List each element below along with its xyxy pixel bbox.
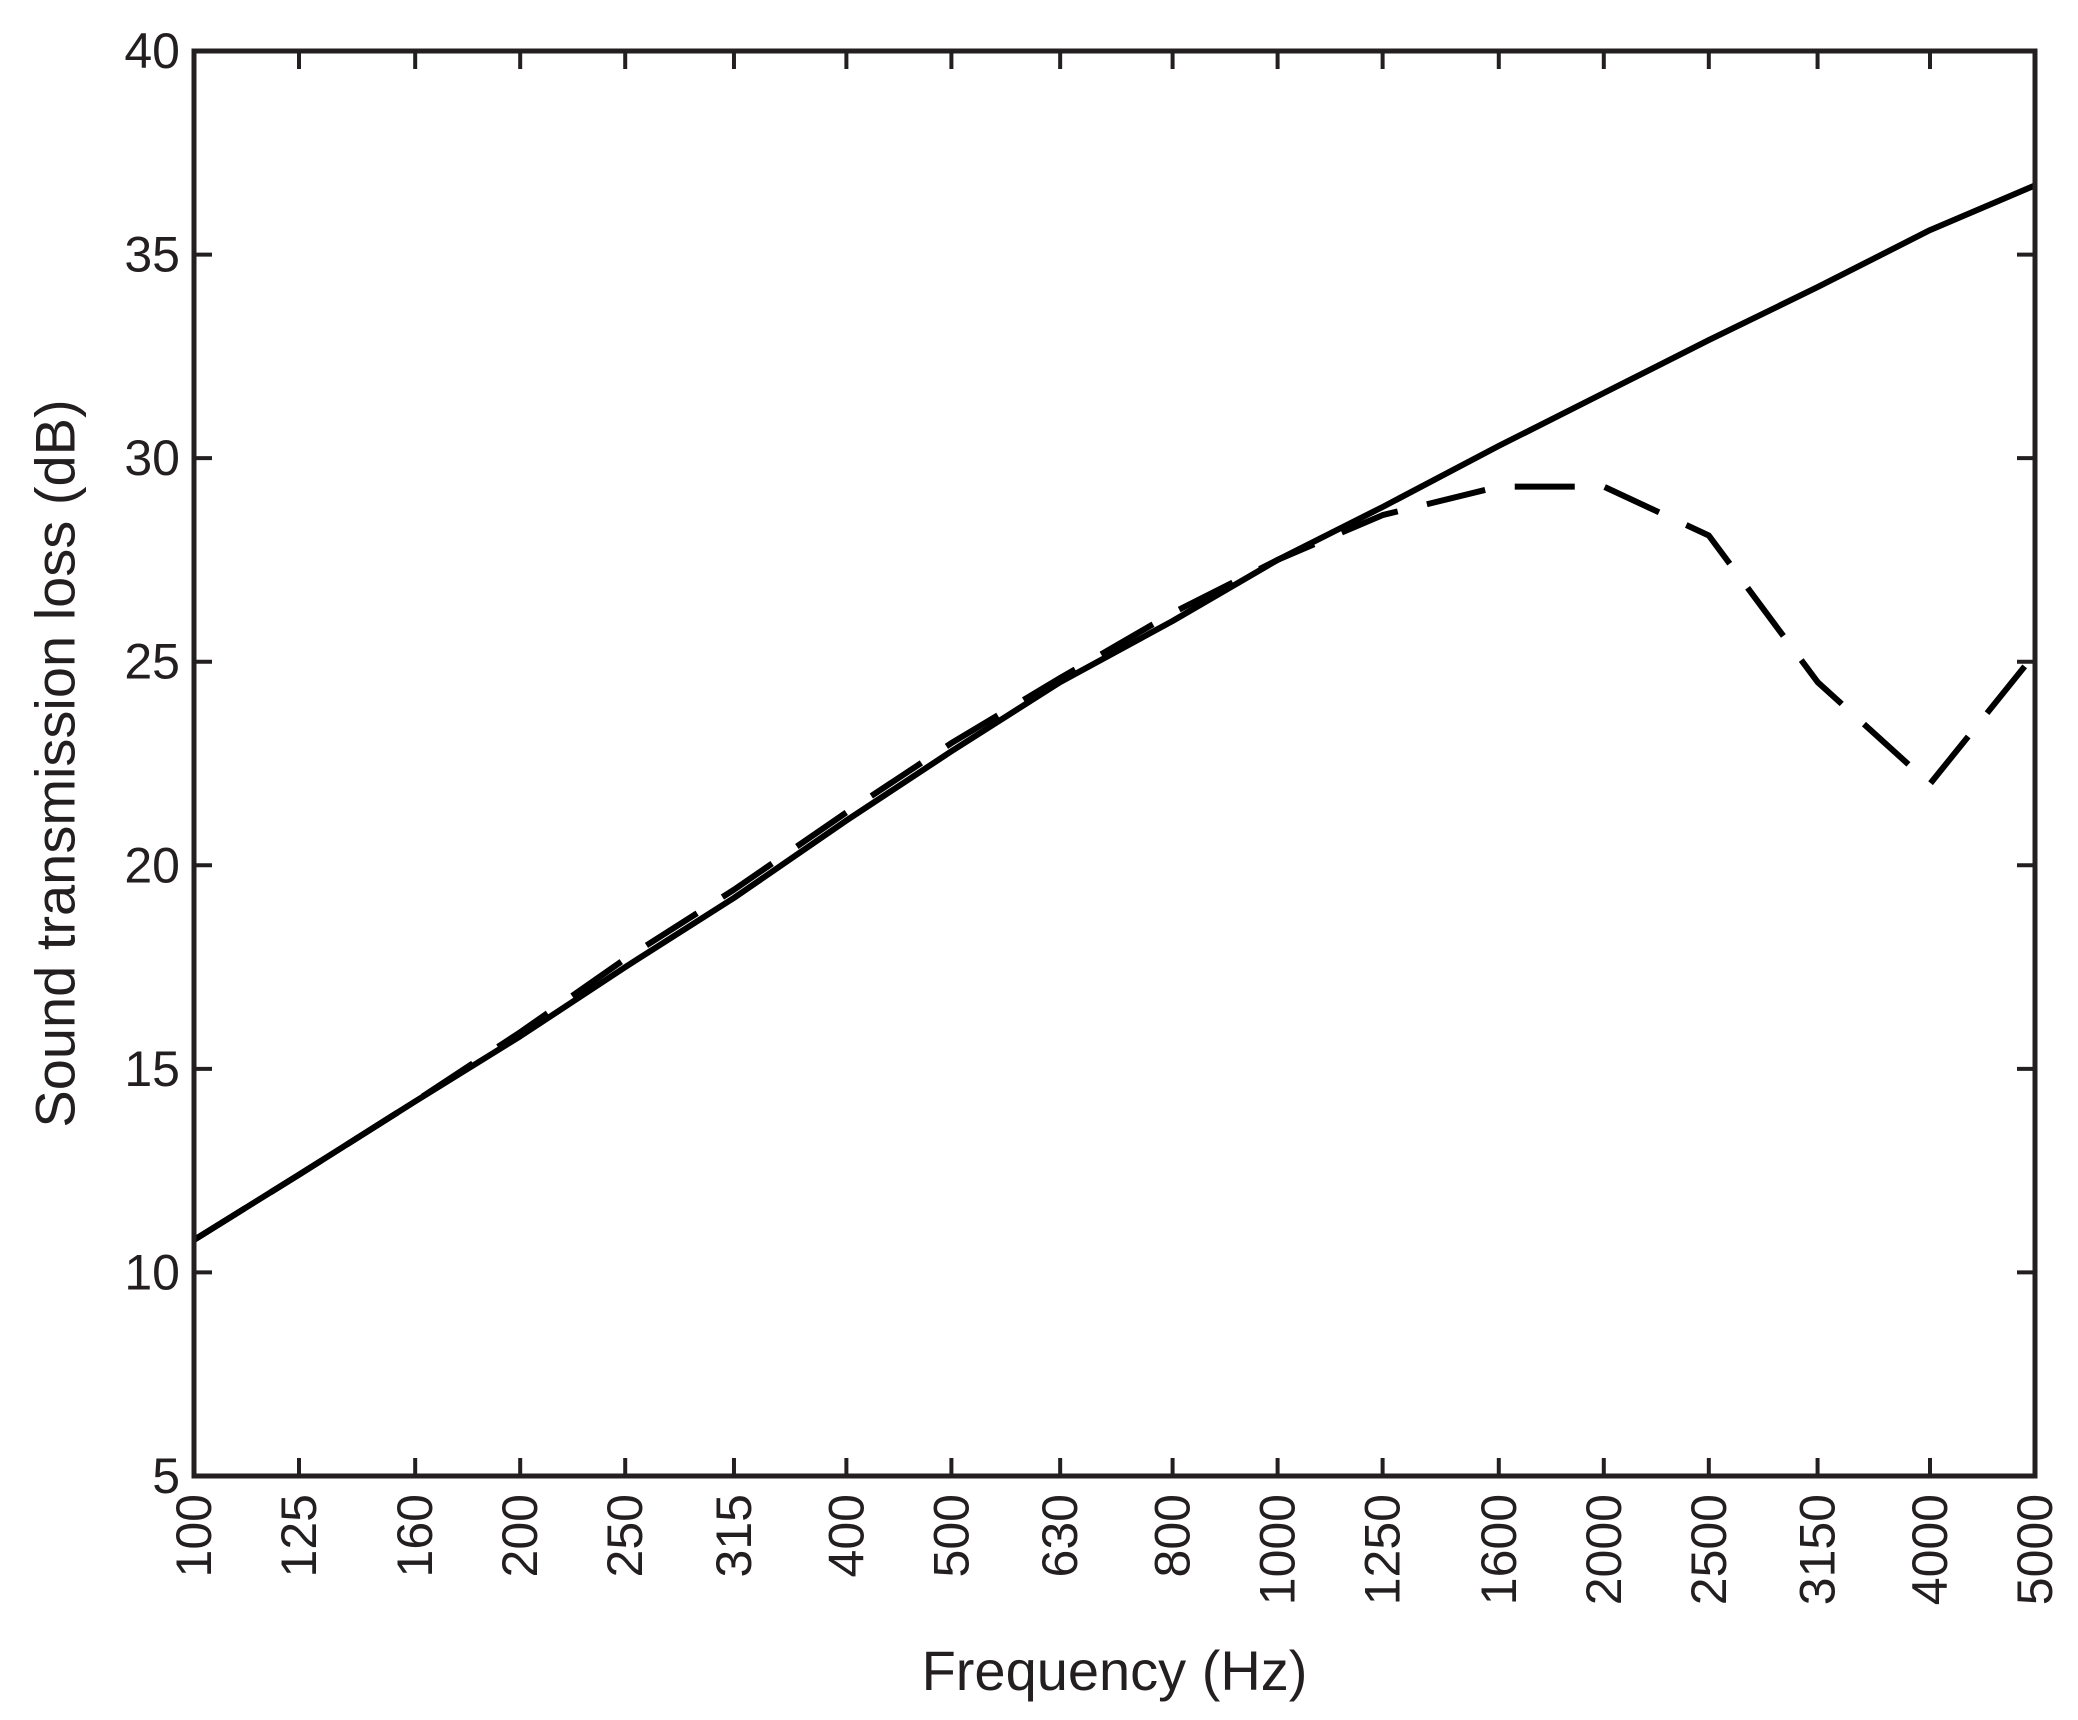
x-tick-label: 800 xyxy=(1145,1494,1201,1577)
y-tick-label: 10 xyxy=(124,1244,180,1300)
x-tick-label: 2000 xyxy=(1576,1494,1632,1605)
x-tick-label: 125 xyxy=(271,1494,327,1577)
x-tick-label: 250 xyxy=(597,1494,653,1577)
x-tick-label: 100 xyxy=(166,1494,222,1577)
x-tick-label: 3150 xyxy=(1790,1494,1846,1605)
y-tick-label: 35 xyxy=(124,227,180,283)
x-axis-title: Frequency (Hz) xyxy=(922,1639,1308,1702)
x-tick-label: 1250 xyxy=(1355,1494,1411,1605)
x-tick-label: 2500 xyxy=(1681,1494,1737,1605)
x-tick-label: 1600 xyxy=(1471,1494,1527,1605)
ticks-layer: 100 125 160 200 250 315 400 500 630 800 1000 1250 16… xyxy=(124,23,2063,1605)
y-axis-title: Sound transmission loss (dB) xyxy=(24,399,87,1127)
x-tick-label: 500 xyxy=(923,1494,979,1577)
x-tick-label: 400 xyxy=(818,1494,874,1577)
y-tick-label: 25 xyxy=(124,634,180,690)
plot-frame xyxy=(191,48,2038,1479)
series-line-1-solid xyxy=(192,182,2037,1243)
x-tick-label: 315 xyxy=(706,1494,762,1577)
y-tick-label: 20 xyxy=(124,837,180,893)
y-tick-label: 5 xyxy=(152,1448,180,1504)
y-tick-label: 30 xyxy=(124,430,180,486)
x-tick-label: 1000 xyxy=(1250,1494,1306,1605)
x-tick-label: 5000 xyxy=(2007,1494,2063,1605)
x-tick-label: 4000 xyxy=(1902,1494,1958,1605)
series-line-2-dashed xyxy=(192,483,2038,1243)
x-tick-label: 630 xyxy=(1032,1494,1088,1577)
x-tick-label: 200 xyxy=(492,1494,548,1577)
y-tick-label: 15 xyxy=(124,1041,180,1097)
y-tick-label: 40 xyxy=(124,23,180,79)
series-layer xyxy=(192,182,2038,1243)
x-tick-label: 160 xyxy=(387,1494,443,1577)
